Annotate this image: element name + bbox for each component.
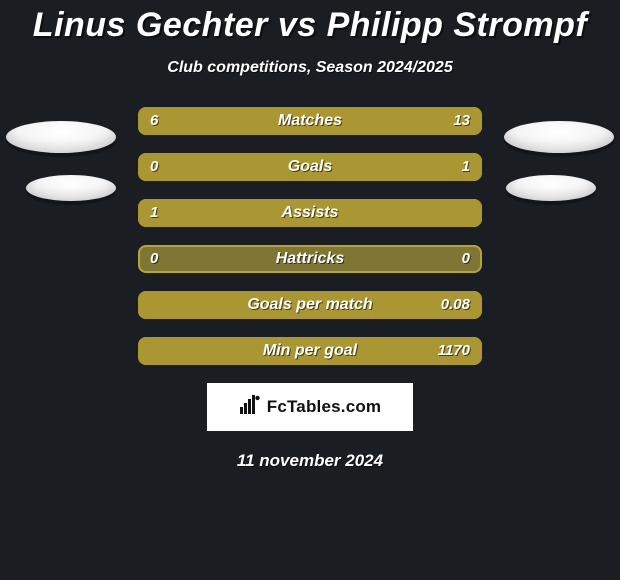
stat-label: Hattricks xyxy=(138,245,482,273)
page-title: Linus Gechter vs Philipp Strompf xyxy=(0,6,620,45)
stat-row: 00Hattricks xyxy=(138,245,482,273)
stat-label: Goals xyxy=(138,153,482,181)
player-right-avatar-shadow xyxy=(506,175,596,201)
player-right-avatar xyxy=(504,121,614,153)
comparison-card: Linus Gechter vs Philipp Strompf Club co… xyxy=(0,0,620,580)
player-left-avatar xyxy=(6,121,116,153)
rows-area: 613Matches 01Goals 1Assists 00Hattricks 0.08… xyxy=(0,107,620,365)
stat-row: 01Goals xyxy=(138,153,482,181)
date-line: 11 november 2024 xyxy=(0,451,620,471)
stat-row: 1170Min per goal xyxy=(138,337,482,365)
stat-row: 0.08Goals per match xyxy=(138,291,482,319)
bars-icon xyxy=(239,395,261,420)
stat-label: Matches xyxy=(138,107,482,135)
stat-label: Goals per match xyxy=(138,291,482,319)
site-badge[interactable]: FcTables.com xyxy=(207,383,413,431)
site-badge-text: FcTables.com xyxy=(267,397,382,417)
stat-row: 613Matches xyxy=(138,107,482,135)
player-left-avatar-shadow xyxy=(26,175,116,201)
stat-label: Min per goal xyxy=(138,337,482,365)
subtitle: Club competitions, Season 2024/2025 xyxy=(0,59,620,77)
stat-label: Assists xyxy=(138,199,482,227)
stat-row: 1Assists xyxy=(138,199,482,227)
